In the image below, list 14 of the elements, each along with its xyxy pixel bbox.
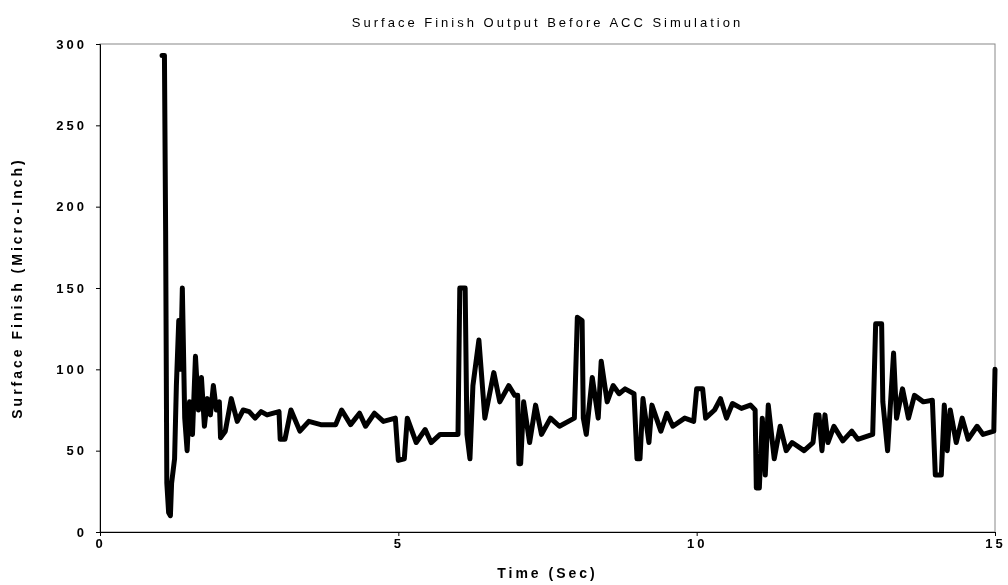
y-tick-label: 50	[66, 443, 87, 459]
y-tick-label: 0	[76, 524, 87, 540]
y-tick-label: 250	[56, 117, 87, 133]
x-tick-label: 10	[686, 536, 708, 552]
y-tick-label: 150	[56, 280, 87, 296]
x-axis-title: Time (Sec)	[497, 565, 598, 581]
y-axis-title: Surface Finish (Micro-Inch)	[9, 157, 25, 419]
chart-title: Surface Finish Output Before ACC Simulation	[351, 15, 744, 30]
x-tick-label: 0	[95, 536, 106, 552]
x-tick-label: 15	[985, 536, 1006, 552]
x-tick-label: 5	[393, 536, 404, 552]
y-tick-label: 100	[56, 361, 87, 377]
y-tick-label: 300	[56, 36, 87, 52]
y-tick-label: 200	[56, 199, 87, 215]
